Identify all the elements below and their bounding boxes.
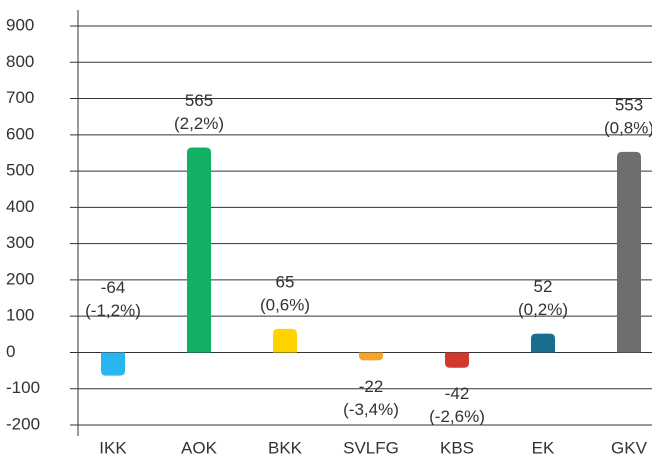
x-tick-label: BKK bbox=[268, 438, 303, 457]
y-tick-label: 700 bbox=[6, 88, 34, 107]
value-label: 65 bbox=[276, 272, 295, 291]
bar bbox=[273, 328, 297, 353]
y-tick-label: 600 bbox=[6, 124, 34, 143]
y-tick-label: -200 bbox=[6, 414, 40, 433]
bar bbox=[101, 352, 125, 376]
bar bbox=[445, 352, 469, 368]
percent-label: (-1,2%) bbox=[85, 301, 141, 320]
bar bbox=[359, 352, 383, 361]
x-tick-label: SVLFG bbox=[343, 438, 399, 457]
value-label: 553 bbox=[615, 95, 643, 114]
bar bbox=[187, 147, 211, 353]
value-label: -64 bbox=[101, 278, 126, 297]
percent-label: (-3,4%) bbox=[343, 400, 399, 419]
percent-label: (0,2%) bbox=[518, 300, 568, 319]
value-label: -22 bbox=[359, 377, 384, 396]
percent-label: (0,8%) bbox=[604, 118, 652, 137]
y-tick-label: 100 bbox=[6, 306, 34, 325]
y-tick-label: -100 bbox=[6, 378, 40, 397]
percent-label: (0,6%) bbox=[260, 295, 310, 314]
x-tick-label: EK bbox=[532, 438, 555, 457]
y-tick-label: 0 bbox=[6, 342, 15, 361]
bar bbox=[617, 151, 641, 353]
y-tick-label: 500 bbox=[6, 161, 34, 180]
percent-label: (2,2%) bbox=[174, 114, 224, 133]
value-label: 565 bbox=[185, 91, 213, 110]
value-label: -42 bbox=[445, 384, 470, 403]
percent-label: (-2,6%) bbox=[429, 407, 485, 426]
bar bbox=[531, 333, 555, 353]
y-tick-label: 400 bbox=[6, 197, 34, 216]
y-tick-label: 200 bbox=[6, 269, 34, 288]
value-label: 52 bbox=[534, 277, 553, 296]
y-tick-label: 300 bbox=[6, 233, 34, 252]
y-tick-label: 900 bbox=[6, 15, 34, 34]
x-tick-label: KBS bbox=[440, 438, 474, 457]
x-tick-label: GKV bbox=[611, 438, 648, 457]
x-tick-label: IKK bbox=[99, 438, 127, 457]
y-tick-label: 800 bbox=[6, 52, 34, 71]
x-tick-label: AOK bbox=[181, 438, 218, 457]
